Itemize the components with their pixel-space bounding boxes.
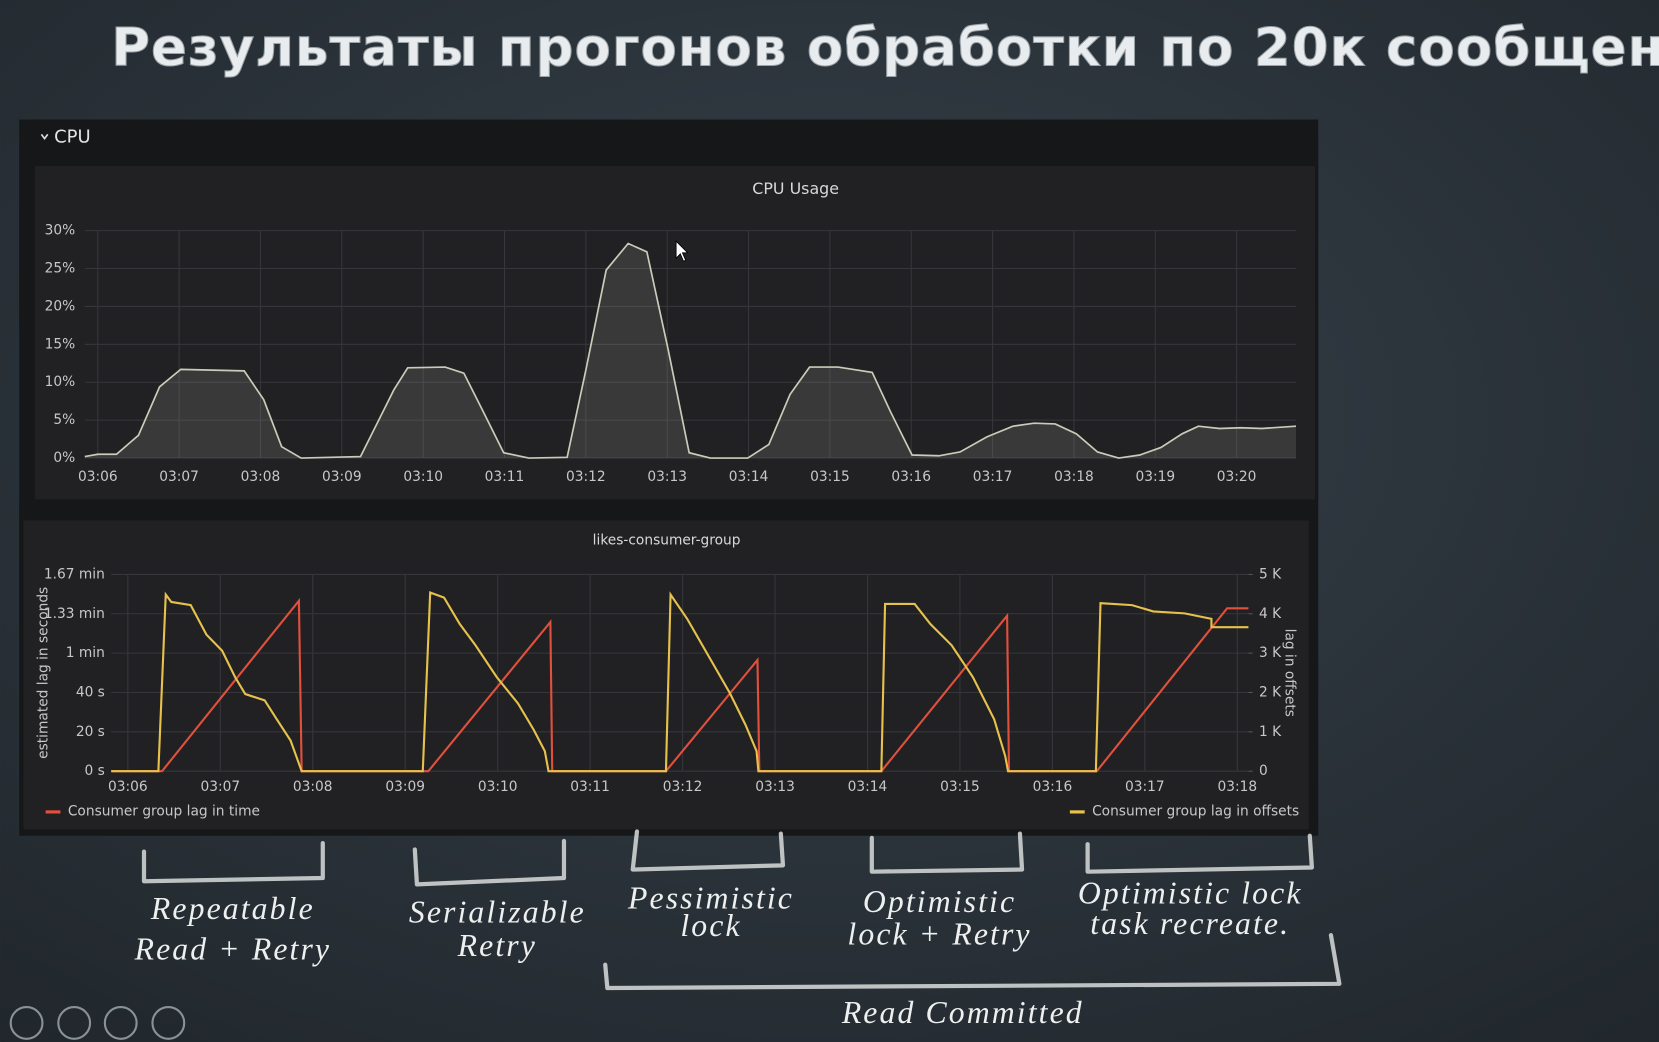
y2-tick-label: 5 K [1259,566,1282,582]
x-tick-label: 03:18 [1054,469,1094,485]
x-tick-label: 03:16 [891,469,931,485]
x-tick-label: 03:17 [973,469,1013,485]
slides-button[interactable] [57,1006,92,1040]
x-tick-label: 03:11 [570,779,610,795]
toolbar [9,1006,186,1040]
legend-swatch [45,810,61,814]
collapse-icon[interactable] [40,133,49,140]
y-tick-label: 25% [45,261,76,277]
y2-tick-label: 4 K [1259,606,1282,622]
line [111,591,1249,773]
x-tick-label: 03:17 [1125,779,1165,795]
x-tick-label: 03:10 [403,469,443,485]
x-tick-label: 03:08 [293,779,333,795]
y2-tick-label: 1 K [1259,724,1282,740]
more-button[interactable] [151,1006,186,1040]
y2-tick-label: 0 [1259,763,1268,779]
y-tick-label: 5% [53,412,75,428]
x-tick-label: 03:09 [322,469,362,485]
bracket [412,838,567,887]
y-axis-label: estimated lag in seconds [36,587,52,759]
x-tick-label: 03:13 [755,779,795,795]
x-tick-label: 03:15 [940,779,980,795]
x-tick-label: 03:15 [810,469,850,485]
slide-title: Результаты прогонов обработки по 20к соо… [111,17,1659,78]
y2-axis-label: lag in offsets [1282,629,1298,717]
handwritten-note: Repeatable [150,891,315,926]
y-tick-label: 20% [45,298,76,314]
x-tick-label: 03:09 [385,779,425,795]
x-tick-label: 03:19 [1135,469,1175,485]
x-tick-label: 03:16 [1033,779,1073,795]
handwritten-note: task recreate. [1090,906,1290,941]
handwritten-note: Serializable [409,894,586,929]
y-tick-label: 1.67 min [44,566,105,582]
y2-tick-label: 3 K [1259,645,1282,661]
handwritten-note: Read + Retry [134,931,332,966]
x-tick-label: 03:06 [108,779,148,795]
handwritten-note: Read Committed [841,995,1084,1030]
handwritten-note: lock [680,908,741,943]
legend-label: Consumer group lag in offsets [1092,803,1299,819]
y-tick-label: 15% [45,336,76,352]
x-tick-label: 03:12 [566,469,606,485]
x-tick-label: 03:14 [729,469,769,485]
area-fill [84,243,1297,459]
handwritten-note: Optimistic [863,884,1016,919]
bracket [603,933,1342,991]
legend-swatch [1069,810,1085,814]
bracket [141,841,325,884]
y2-tick-label: 2 K [1259,684,1282,700]
x-tick-label: 03:08 [241,469,281,485]
handwritten-note: lock + Retry [847,917,1031,952]
chart-title: CPU Usage [752,179,839,198]
bracket [869,831,1025,874]
x-tick-label: 03:18 [1218,779,1258,795]
line [84,242,1297,459]
x-tick-label: 03:13 [647,469,687,485]
panel [35,166,1316,500]
x-tick-label: 03:14 [848,779,888,795]
y-tick-label: 1.33 min [44,606,105,622]
legend-label: Consumer group lag in time [68,803,260,819]
zoom-button[interactable] [103,1006,138,1040]
y-tick-label: 30% [45,223,76,239]
bracket [630,829,786,872]
x-tick-label: 03:07 [159,469,199,485]
y-tick-label: 1 min [66,645,105,661]
x-tick-label: 03:06 [78,469,118,485]
handwritten-note: Optimistic lock [1078,875,1303,910]
y-tick-label: 20 s [76,724,105,740]
pen-button[interactable] [9,1006,44,1040]
y-tick-label: 0 s [85,763,105,779]
x-tick-label: 03:07 [200,779,240,795]
x-tick-label: 03:12 [663,779,703,795]
chart-title: likes-consumer-group [593,533,741,549]
cursor [675,240,689,262]
panel [23,520,1309,830]
x-tick-label: 03:11 [485,469,525,485]
row-title[interactable]: CPU [54,127,91,148]
bracket [1085,833,1315,874]
y-tick-label: 10% [45,374,76,390]
x-tick-label: 03:20 [1217,469,1257,485]
x-tick-label: 03:10 [478,779,518,795]
handwritten-note: Retry [457,928,537,963]
y-tick-label: 40 s [76,684,105,700]
handwritten-note: Pessimistic [627,881,794,916]
y-tick-label: 0% [53,450,75,466]
